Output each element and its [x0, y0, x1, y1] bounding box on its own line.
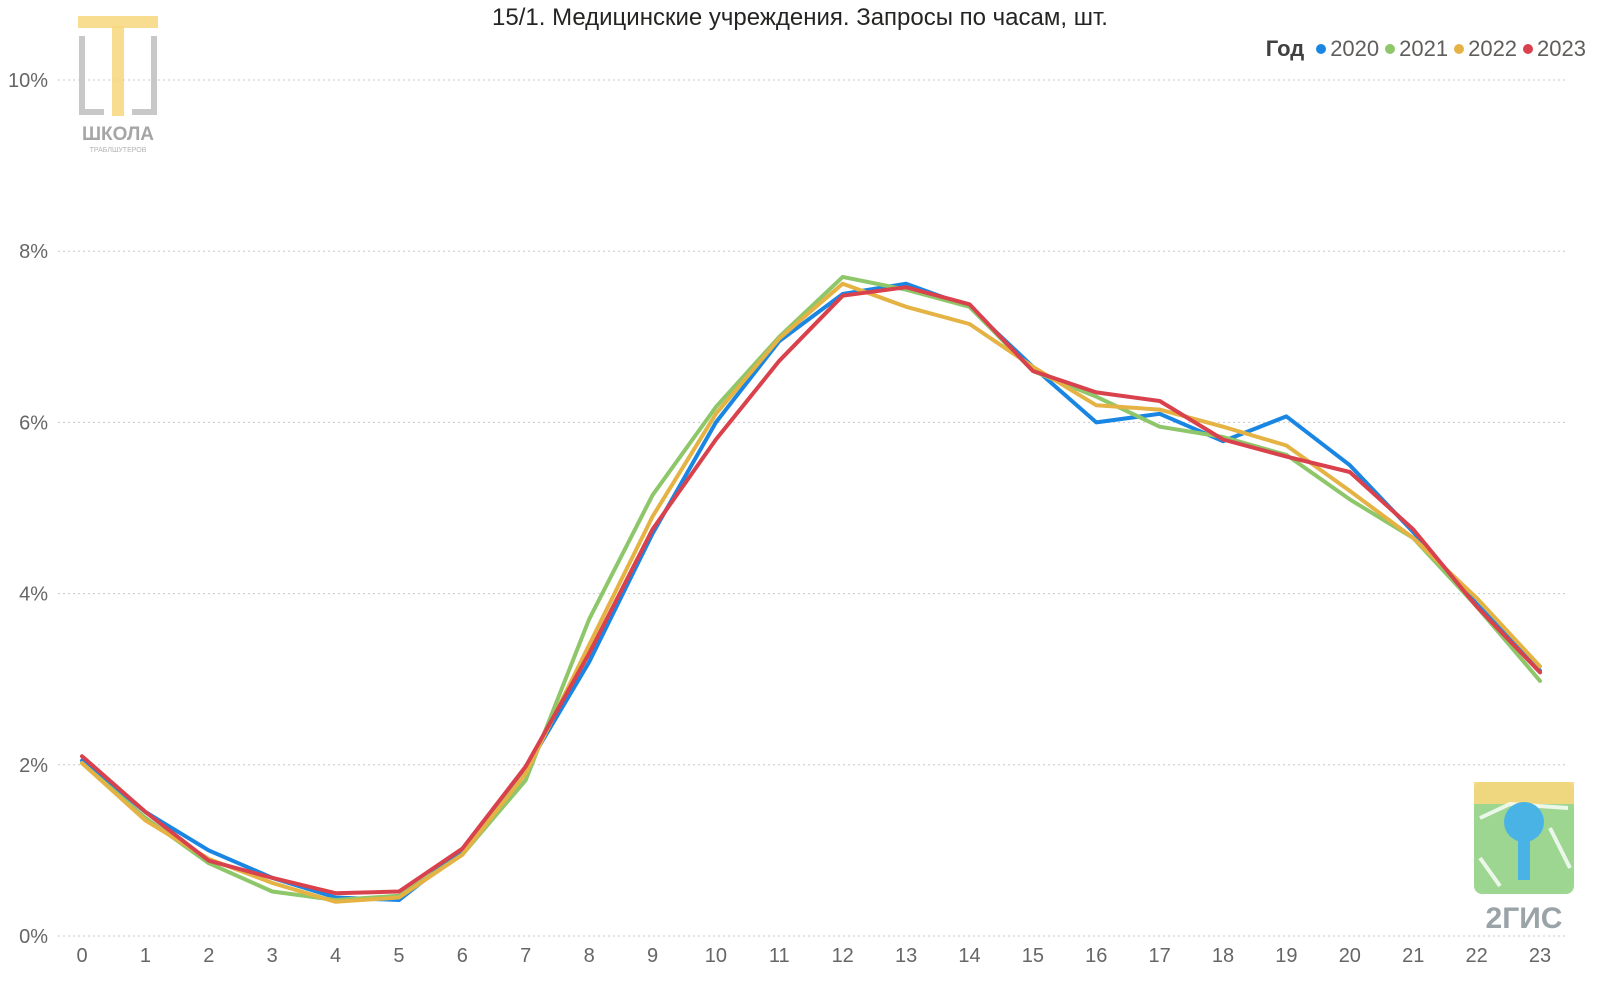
legend-marker — [1454, 44, 1465, 54]
legend-marker — [1385, 44, 1396, 54]
legend-item-2020[interactable]: 2020 — [1316, 36, 1379, 62]
x-tick-label: 10 — [705, 945, 727, 967]
x-tick-label: 0 — [76, 945, 87, 967]
school-logo-subtext: ТРАБЛШУТЕРОВ — [90, 147, 147, 154]
x-tick-label: 17 — [1149, 945, 1171, 967]
x-tick-label: 6 — [457, 945, 468, 967]
x-tick-label: 9 — [647, 945, 658, 967]
gridlines — [58, 79, 1566, 937]
legend: Год 2020 2021 2022 2023 — [1266, 36, 1586, 62]
series-line-2023 — [80, 285, 1542, 896]
y-tick-label: 6% — [19, 412, 48, 434]
2gis-logo: 2ГИС — [1474, 782, 1574, 935]
y-tick-label: 8% — [19, 241, 48, 263]
y-tick-label: 10% — [8, 70, 48, 92]
x-tick-label: 2 — [203, 945, 214, 967]
2gis-logo-text: 2ГИС — [1486, 902, 1563, 935]
legend-item-2021[interactable]: 2021 — [1385, 36, 1448, 62]
series-line-2022 — [80, 281, 1542, 904]
x-tick-label: 21 — [1402, 945, 1424, 967]
x-tick-label: 8 — [584, 945, 595, 967]
x-tick-label: 16 — [1085, 945, 1107, 967]
legend-label: 2020 — [1330, 36, 1380, 61]
legend-label: 2022 — [1468, 36, 1518, 61]
x-tick-label: 7 — [520, 945, 531, 967]
x-tick-label: 14 — [958, 945, 980, 967]
x-tick-label: 4 — [330, 945, 341, 967]
x-tick-label: 1 — [140, 945, 151, 967]
school-logo-text: ШКОЛА — [82, 124, 154, 145]
x-tick-label: 22 — [1465, 945, 1487, 967]
x-tick-label: 23 — [1529, 945, 1551, 967]
y-axis: 0% 2% 4% 6% 8% 10% — [8, 70, 48, 948]
school-logo: ШКОЛА ТРАБЛШУТЕРОВ — [78, 16, 158, 154]
series-lines — [80, 274, 1542, 904]
series-line-2021 — [80, 274, 1542, 902]
y-tick-label: 0% — [19, 926, 48, 948]
x-tick-label: 3 — [267, 945, 278, 967]
legend-marker — [1316, 44, 1327, 54]
y-tick-label: 4% — [19, 584, 48, 606]
y-tick-label: 2% — [19, 755, 48, 777]
legend-label: 2021 — [1399, 36, 1449, 61]
x-tick-label: 13 — [895, 945, 917, 967]
x-tick-label: 15 — [1022, 945, 1044, 967]
legend-item-2022[interactable]: 2022 — [1454, 36, 1517, 62]
legend-marker — [1523, 44, 1534, 54]
legend-item-2023[interactable]: 2023 — [1523, 36, 1586, 62]
legend-label: 2023 — [1537, 36, 1586, 61]
legend-title: Год — [1265, 36, 1305, 61]
x-axis: 0 1 2 3 4 5 6 7 8 9 10 11 12 13 14 15 16 17 18 19 20 21 22 23 — [76, 945, 1551, 967]
x-tick-label: 20 — [1339, 945, 1361, 967]
series-line-2020 — [80, 281, 1542, 902]
x-tick-label: 11 — [769, 945, 790, 967]
x-tick-label: 12 — [832, 945, 854, 967]
x-tick-label: 5 — [393, 945, 404, 967]
x-tick-label: 19 — [1275, 945, 1297, 967]
x-tick-label: 18 — [1212, 945, 1234, 967]
chart-title: 15/1. Медицинские учреждения. Запросы по… — [492, 4, 1108, 31]
